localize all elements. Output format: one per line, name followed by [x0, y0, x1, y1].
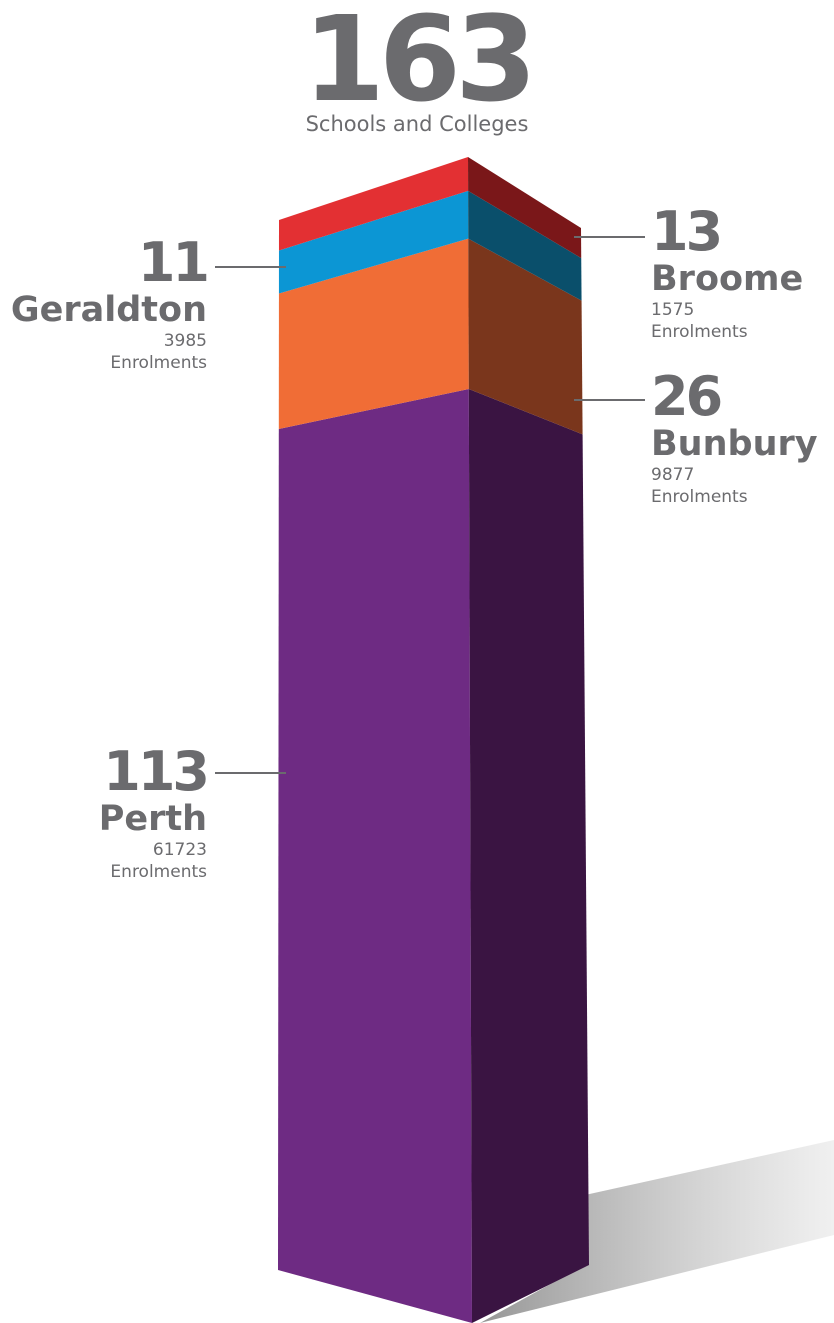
segment-broome-side	[468, 157, 582, 259]
segment-bunbury-side	[468, 238, 583, 435]
segment-perth-side	[468, 389, 589, 1323]
bunbury-enrolments: 9877	[651, 465, 695, 485]
broome-city: Broome	[651, 259, 804, 299]
broome-schools: 13	[651, 200, 723, 263]
geraldton-city: Geraldton	[10, 290, 207, 330]
label-perth: 113 Perth 61723 Enrolments	[0, 740, 210, 883]
geraldton-schools: 11	[137, 231, 210, 294]
tower-shadow	[480, 1140, 834, 1323]
segment-geraldton-front	[278, 190, 469, 294]
broome-enrolments-unit: Enrolments	[651, 322, 748, 342]
total-number: 163	[302, 0, 537, 128]
perth-enrolments-unit: Enrolments	[110, 862, 207, 882]
broome-enrolments: 1575	[651, 300, 695, 320]
label-broome: 13 Broome 1575 Enrolments	[651, 205, 831, 343]
perth-enrolments: 61723	[152, 840, 207, 860]
total-label: Schools and Colleges	[305, 112, 529, 136]
geraldton-enrolments-unit: Enrolments	[110, 353, 207, 373]
perth-city: Perth	[98, 799, 207, 839]
bunbury-enrolments-unit: Enrolments	[651, 487, 748, 507]
bunbury-schools: 26	[651, 365, 723, 428]
label-geraldton: 11 Geraldton 3985 Enrolments	[0, 231, 210, 374]
perth-schools: 113	[103, 740, 210, 803]
geraldton-enrolments: 3985	[163, 331, 207, 351]
label-bunbury: 26 Bunbury 9877 Enrolments	[651, 370, 831, 508]
segment-geraldton-side	[468, 190, 582, 301]
segment-broome-front	[278, 157, 469, 251]
segment-bunbury-front	[278, 238, 469, 429]
segment-perth-front	[278, 389, 472, 1323]
bunbury-city: Bunbury	[651, 424, 818, 464]
